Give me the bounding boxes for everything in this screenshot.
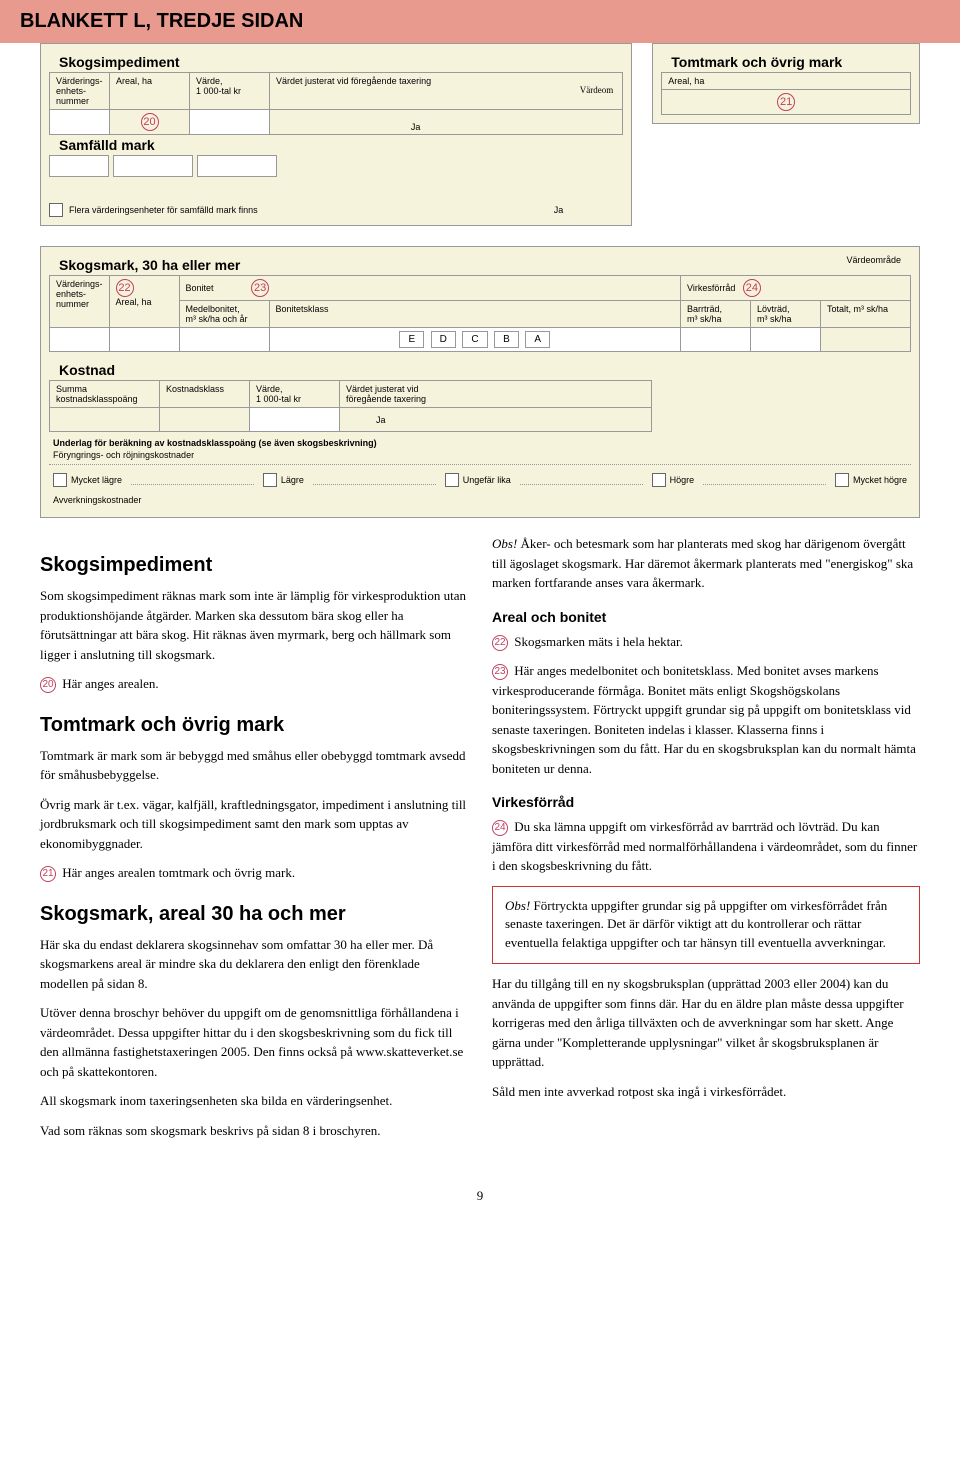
grade-d[interactable]: D [431,331,456,348]
samfalld-title: Samfälld mark [49,135,623,155]
h-skogsimp: Skogsimpediment [40,550,468,580]
marker-22-icon: 22 [116,279,134,297]
underlag-label: Underlag för beräkning av kostnadsklassp… [49,432,911,450]
obs-text: Förtryckta uppgifter grundar sig på uppg… [505,898,887,951]
marker-21-icon: 21 [40,866,56,882]
h-areal: Areal och bonitet [492,607,920,628]
checkbox[interactable] [53,473,67,487]
input-cell[interactable] [751,328,821,352]
obs-label: Obs! [505,898,530,913]
flera-label: Flera värderingsenheter för samfälld mar… [69,205,258,215]
paragraph: Åker- och betesmark som har planterats m… [492,536,913,590]
tomtmark-title: Tomtmark och övrig mark [661,48,911,72]
cell [50,408,160,432]
paragraph: Skogsmarken mäts i hela hektar. [514,634,683,649]
paragraph: Tomtmark är mark som är bebyggd med småh… [40,746,468,785]
marker-21-icon: 21 [777,93,795,111]
grade-cell: E D C B A [269,328,680,352]
paragraph: Vad som räknas som skogsmark beskrivs på… [40,1121,468,1141]
paragraph: Här anges arealen. [62,676,158,691]
ja-label: Ja [376,415,386,425]
level-label: Lägre [281,475,304,485]
skogsimp-title: Skogsimpediment [49,48,623,72]
col-h: Värdet justerat vid föregående taxering [340,381,652,408]
avverk-label: Avverkningskostnader [49,495,911,509]
left-column: Skogsimpediment Som skogsimpediment räkn… [40,534,468,1150]
input-cell[interactable] [49,155,109,177]
input-cell[interactable] [250,408,340,432]
page-banner: BLANKETT L, TREDJE SIDAN [0,0,960,43]
grade-c[interactable]: C [462,331,487,348]
input-cell[interactable] [179,328,269,352]
ja-label: Ja [411,122,421,132]
checkbox[interactable] [263,473,277,487]
input-cell[interactable] [681,328,751,352]
page-number: 9 [0,1180,960,1212]
marker-24-icon: 24 [743,279,761,297]
form-skogsmark: Skogsmark, 30 ha eller mer Värdeområde V… [40,246,920,518]
level-label: Mycket lägre [71,475,122,485]
foryn-label: Föryngrings- och röjningskostnader [49,450,911,465]
paragraph: Här anges medelbonitet och bonitetsklass… [492,663,916,776]
marker-22-icon: 22 [492,635,508,651]
col-h: Kostnadsklass [160,381,250,408]
cell [160,408,250,432]
vardeomrade-label: Värdeområde [846,251,911,265]
input-cell[interactable] [113,155,193,177]
text-content: Skogsimpediment Som skogsimpediment räkn… [0,534,960,1180]
grade-a[interactable]: A [525,331,550,348]
form-skogsimpediment: Skogsimpediment Värderings- enhets- numm… [40,43,632,226]
marker-23-icon: 23 [251,279,269,297]
vardeom-tag: Värdeom [49,85,613,95]
paragraph: All skogsmark inom taxeringsenheten ska … [40,1091,468,1111]
paragraph: Här ska du endast deklarera skogsinnehav… [40,935,468,994]
h-tomtmark: Tomtmark och övrig mark [40,710,468,740]
form-tomtmark: Tomtmark och övrig mark Areal, ha 21 [652,43,920,124]
grade-e[interactable]: E [399,331,424,348]
input-cell[interactable] [197,155,277,177]
h-virkes: Virkesförråd [492,792,920,813]
col-h: Totalt, m³ sk/ha [821,301,911,328]
marker-20-icon: 20 [40,677,56,693]
paragraph: Övrig mark är t.ex. vägar, kalfjäll, kra… [40,795,468,854]
paragraph: Du ska lämna uppgift om virkesförråd av … [492,819,917,873]
level-label: Mycket högre [853,475,907,485]
marker-23-icon: 23 [492,664,508,680]
marker-24-icon: 24 [492,820,508,836]
col-h: Areal, ha [662,73,911,90]
paragraph: Har du tillgång till en ny skogsbrukspla… [492,974,920,1072]
obs-box: Obs! Förtryckta uppgifter grundar sig på… [492,886,920,965]
checkbox[interactable] [445,473,459,487]
checkbox[interactable] [49,203,63,217]
skogsmark-title: Skogsmark, 30 ha eller mer [49,251,250,275]
col-h: Areal, ha [116,297,152,307]
col-h: Värde, 1 000-tal kr [250,381,340,408]
paragraph: Som skogsimpediment räknas mark som inte… [40,586,468,664]
grade-b[interactable]: B [494,331,519,348]
col-h: Värderings- enhets- nummer [50,276,110,328]
cell [821,328,911,352]
kostnad-title: Kostnad [49,352,911,380]
obs-label: Obs! [492,536,517,551]
col-h: Virkesförråd [687,283,735,293]
checkbox[interactable] [652,473,666,487]
col-h: Medelbonitet, m³ sk/ha och år [179,301,269,328]
ja-label: Ja [554,205,564,215]
checkbox[interactable] [835,473,849,487]
paragraph: Såld men inte avverkad rotpost ska ingå … [492,1082,920,1102]
paragraph: Utöver denna broschyr behöver du uppgift… [40,1005,463,1079]
paragraph: Här anges arealen tomtmark och övrig mar… [62,865,295,880]
level-label: Högre [670,475,695,485]
level-label: Ungefär lika [463,475,511,485]
col-h: Lövträd, m³ sk/ha [751,301,821,328]
col-h: Bonitet [186,283,214,293]
h-skogsmark: Skogsmark, areal 30 ha och mer [40,899,468,929]
col-h: Summa kostnadsklasspoäng [50,381,160,408]
col-h: Barrträd, m³ sk/ha [681,301,751,328]
marker-20-icon: 20 [141,113,159,131]
right-column: Obs! Åker- och betesmark som har planter… [492,534,920,1150]
col-h: Bonitetsklass [269,301,680,328]
input-cell[interactable] [109,328,179,352]
input-cell[interactable] [50,328,110,352]
